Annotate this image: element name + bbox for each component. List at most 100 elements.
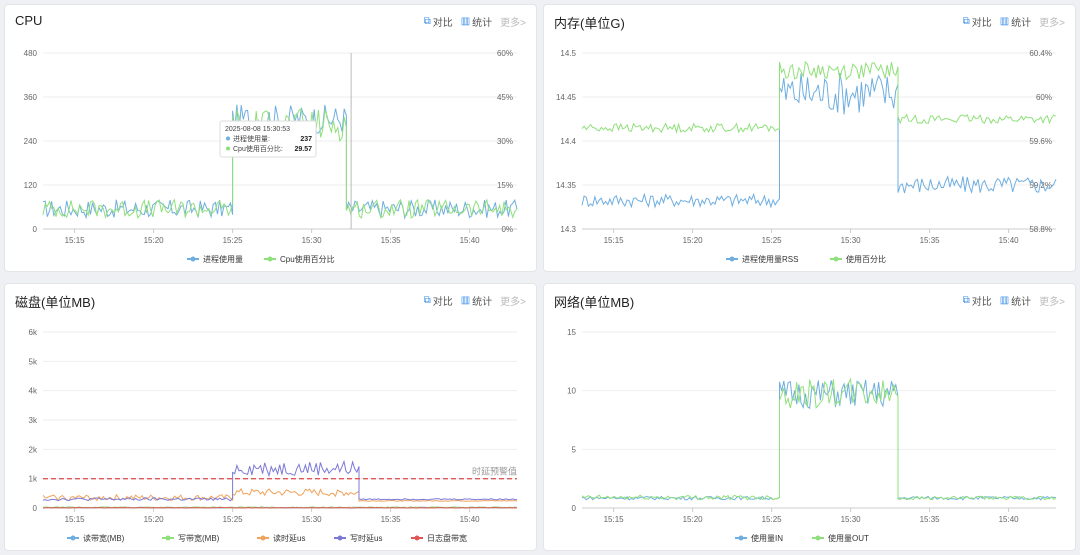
legend-label: 读时延us — [273, 533, 305, 543]
x-tick-label: 15:40 — [999, 515, 1020, 524]
x-tick-label: 15:30 — [302, 236, 323, 245]
legend-marker — [729, 256, 735, 262]
stats-button[interactable]: ▥ 统计 — [999, 295, 1032, 308]
x-tick-label: 15:15 — [65, 236, 86, 245]
network-chart: 0 5 10 15 15:15 15:20 15:25 15:30 15:35 15:40 使用量I… — [567, 328, 1057, 543]
bar-chart-icon: ▥ — [999, 16, 1010, 27]
panel-title: CPU — [15, 13, 43, 28]
compare-button[interactable]: ⧉ 对比 — [423, 16, 453, 29]
compare-icon: ⧉ — [962, 16, 970, 27]
legend-marker — [815, 535, 821, 541]
legend-label: 写时延us — [350, 533, 382, 543]
series-line — [42, 459, 518, 502]
legend-label: 写带宽(MB) — [178, 533, 220, 543]
x-tick-label: 15:25 — [762, 236, 783, 245]
more-button[interactable]: 更多> — [500, 297, 526, 308]
y-tick-label: 15 — [567, 328, 576, 337]
x-tick-label: 15:35 — [920, 236, 941, 245]
legend-label: 使用量IN — [751, 533, 783, 543]
x-tick-label: 15:20 — [144, 236, 165, 245]
legend-marker — [260, 535, 266, 541]
compare-button[interactable]: ⧉ 对比 — [962, 295, 992, 308]
x-tick-label: 15:25 — [223, 236, 244, 245]
cpu-panel: CPU ⧉ 对比 ▥ 统计 更多> 0 120 240 360 480 0% 15% 30% 45%… — [4, 4, 537, 272]
more-button[interactable]: 更多> — [500, 18, 526, 29]
y-tick-label: 0 — [33, 504, 38, 513]
y2-tick-label: 60% — [1036, 93, 1052, 102]
x-tick-label: 15:35 — [920, 515, 941, 524]
series-line — [581, 377, 1057, 501]
y-tick-label: 240 — [24, 137, 38, 146]
compare-icon: ⧉ — [423, 16, 431, 27]
panel-title: 磁盘(单位MB) — [15, 295, 96, 310]
x-tick-label: 15:25 — [762, 515, 783, 524]
y-tick-label: 2k — [29, 445, 38, 454]
legend-label: 进程使用量RSS — [742, 254, 798, 264]
x-tick-label: 15:30 — [841, 236, 862, 245]
cpu-chart: 0 120 240 360 480 0% 15% 30% 45% 60% 15:15 15:20 15:… — [24, 49, 518, 264]
y-tick-label: 120 — [24, 181, 38, 190]
more-button[interactable]: 更多> — [1039, 297, 1065, 308]
legend-marker — [414, 535, 420, 541]
y-tick-label: 480 — [24, 49, 38, 58]
series-line — [581, 60, 1057, 134]
compare-icon: ⧉ — [962, 295, 970, 306]
more-button[interactable]: 更多> — [1039, 18, 1065, 29]
y2-tick-label: 60.4% — [1029, 49, 1052, 58]
panel-actions: ⧉ 对比 ▥ 统计 更多> — [963, 293, 1065, 308]
network-panel: 网络(单位MB) ⧉ 对比 ▥ 统计 更多> 0 5 10 15 15:15 15:20 15:… — [543, 283, 1076, 551]
legend-marker — [267, 256, 273, 262]
x-tick-label: 15:20 — [683, 515, 704, 524]
y-tick-label: 0 — [33, 225, 38, 234]
disk-panel: 磁盘(单位MB) ⧉ 对比 ▥ 统计 更多> 0 1k 2k 3k 4k 5k 6k 15:15 1… — [4, 283, 537, 551]
memory-panel: 内存(单位G) ⧉ 对比 ▥ 统计 更多> 14.3 14.35 14.4 14.45 14… — [543, 4, 1076, 272]
threshold-label: 时延预警值 — [472, 466, 517, 477]
legend-label: 进程使用量 — [203, 254, 243, 264]
y2-tick-label: 0% — [501, 225, 513, 234]
y-tick-label: 1k — [29, 475, 38, 484]
compare-button[interactable]: ⧉ 对比 — [962, 16, 992, 29]
x-tick-label: 15:40 — [999, 236, 1020, 245]
bar-chart-icon: ▥ — [999, 295, 1010, 306]
series-line — [581, 72, 1057, 209]
x-tick-label: 15:30 — [302, 515, 323, 524]
panel-actions: ⧉ 对比 ▥ 统计 更多> — [424, 293, 526, 308]
compare-button[interactable]: ⧉ 对比 — [423, 295, 453, 308]
bar-chart-icon: ▥ — [460, 16, 471, 27]
y-tick-label: 5k — [29, 357, 38, 366]
stats-button[interactable]: ▥ 统计 — [460, 295, 493, 308]
x-tick-label: 15:35 — [381, 236, 402, 245]
y-tick-label: 0 — [572, 504, 577, 513]
legend-marker — [190, 256, 196, 262]
disk-chart: 0 1k 2k 3k 4k 5k 6k 15:15 15:20 15:25 15:30 15:35 15… — [29, 328, 518, 543]
y2-tick-label: 58.8% — [1029, 225, 1052, 234]
y2-tick-label: 60% — [497, 49, 513, 58]
panel-title: 网络(单位MB) — [554, 295, 635, 310]
tooltip-marker — [226, 146, 230, 151]
y-tick-label: 10 — [567, 387, 576, 396]
y-tick-label: 4k — [29, 387, 38, 396]
legend-label: 使用量OUT — [828, 533, 869, 543]
x-tick-label: 15:40 — [460, 236, 481, 245]
tooltip-time: 2025-08-08 15:30:53 — [225, 126, 290, 133]
y-tick-label: 6k — [29, 328, 38, 337]
y-tick-label: 14.45 — [556, 93, 577, 102]
y-tick-label: 14.35 — [556, 181, 577, 190]
legend-marker — [833, 256, 839, 262]
y2-tick-label: 59.2% — [1029, 181, 1052, 190]
legend-label: 日志盘带宽 — [427, 533, 467, 543]
tooltip-label: 进程使用量: — [233, 134, 270, 143]
stats-button[interactable]: ▥ 统计 — [999, 16, 1032, 29]
x-tick-label: 15:15 — [604, 236, 625, 245]
legend-marker — [337, 535, 343, 541]
y-tick-label: 14.3 — [560, 225, 576, 234]
legend-marker — [165, 535, 171, 541]
x-tick-label: 15:20 — [683, 236, 704, 245]
panel-actions: ⧉ 对比 ▥ 统计 更多> — [963, 14, 1065, 29]
series-line — [581, 379, 1057, 501]
legend-marker — [738, 535, 744, 541]
panel-actions: ⧉ 对比 ▥ 统计 更多> — [424, 14, 526, 29]
stats-button[interactable]: ▥ 统计 — [460, 16, 493, 29]
panel-title: 内存(单位G) — [554, 16, 625, 31]
memory-chart: 14.3 14.35 14.4 14.45 14.5 58.8% 59.2% 59.6% 60%… — [556, 49, 1057, 264]
